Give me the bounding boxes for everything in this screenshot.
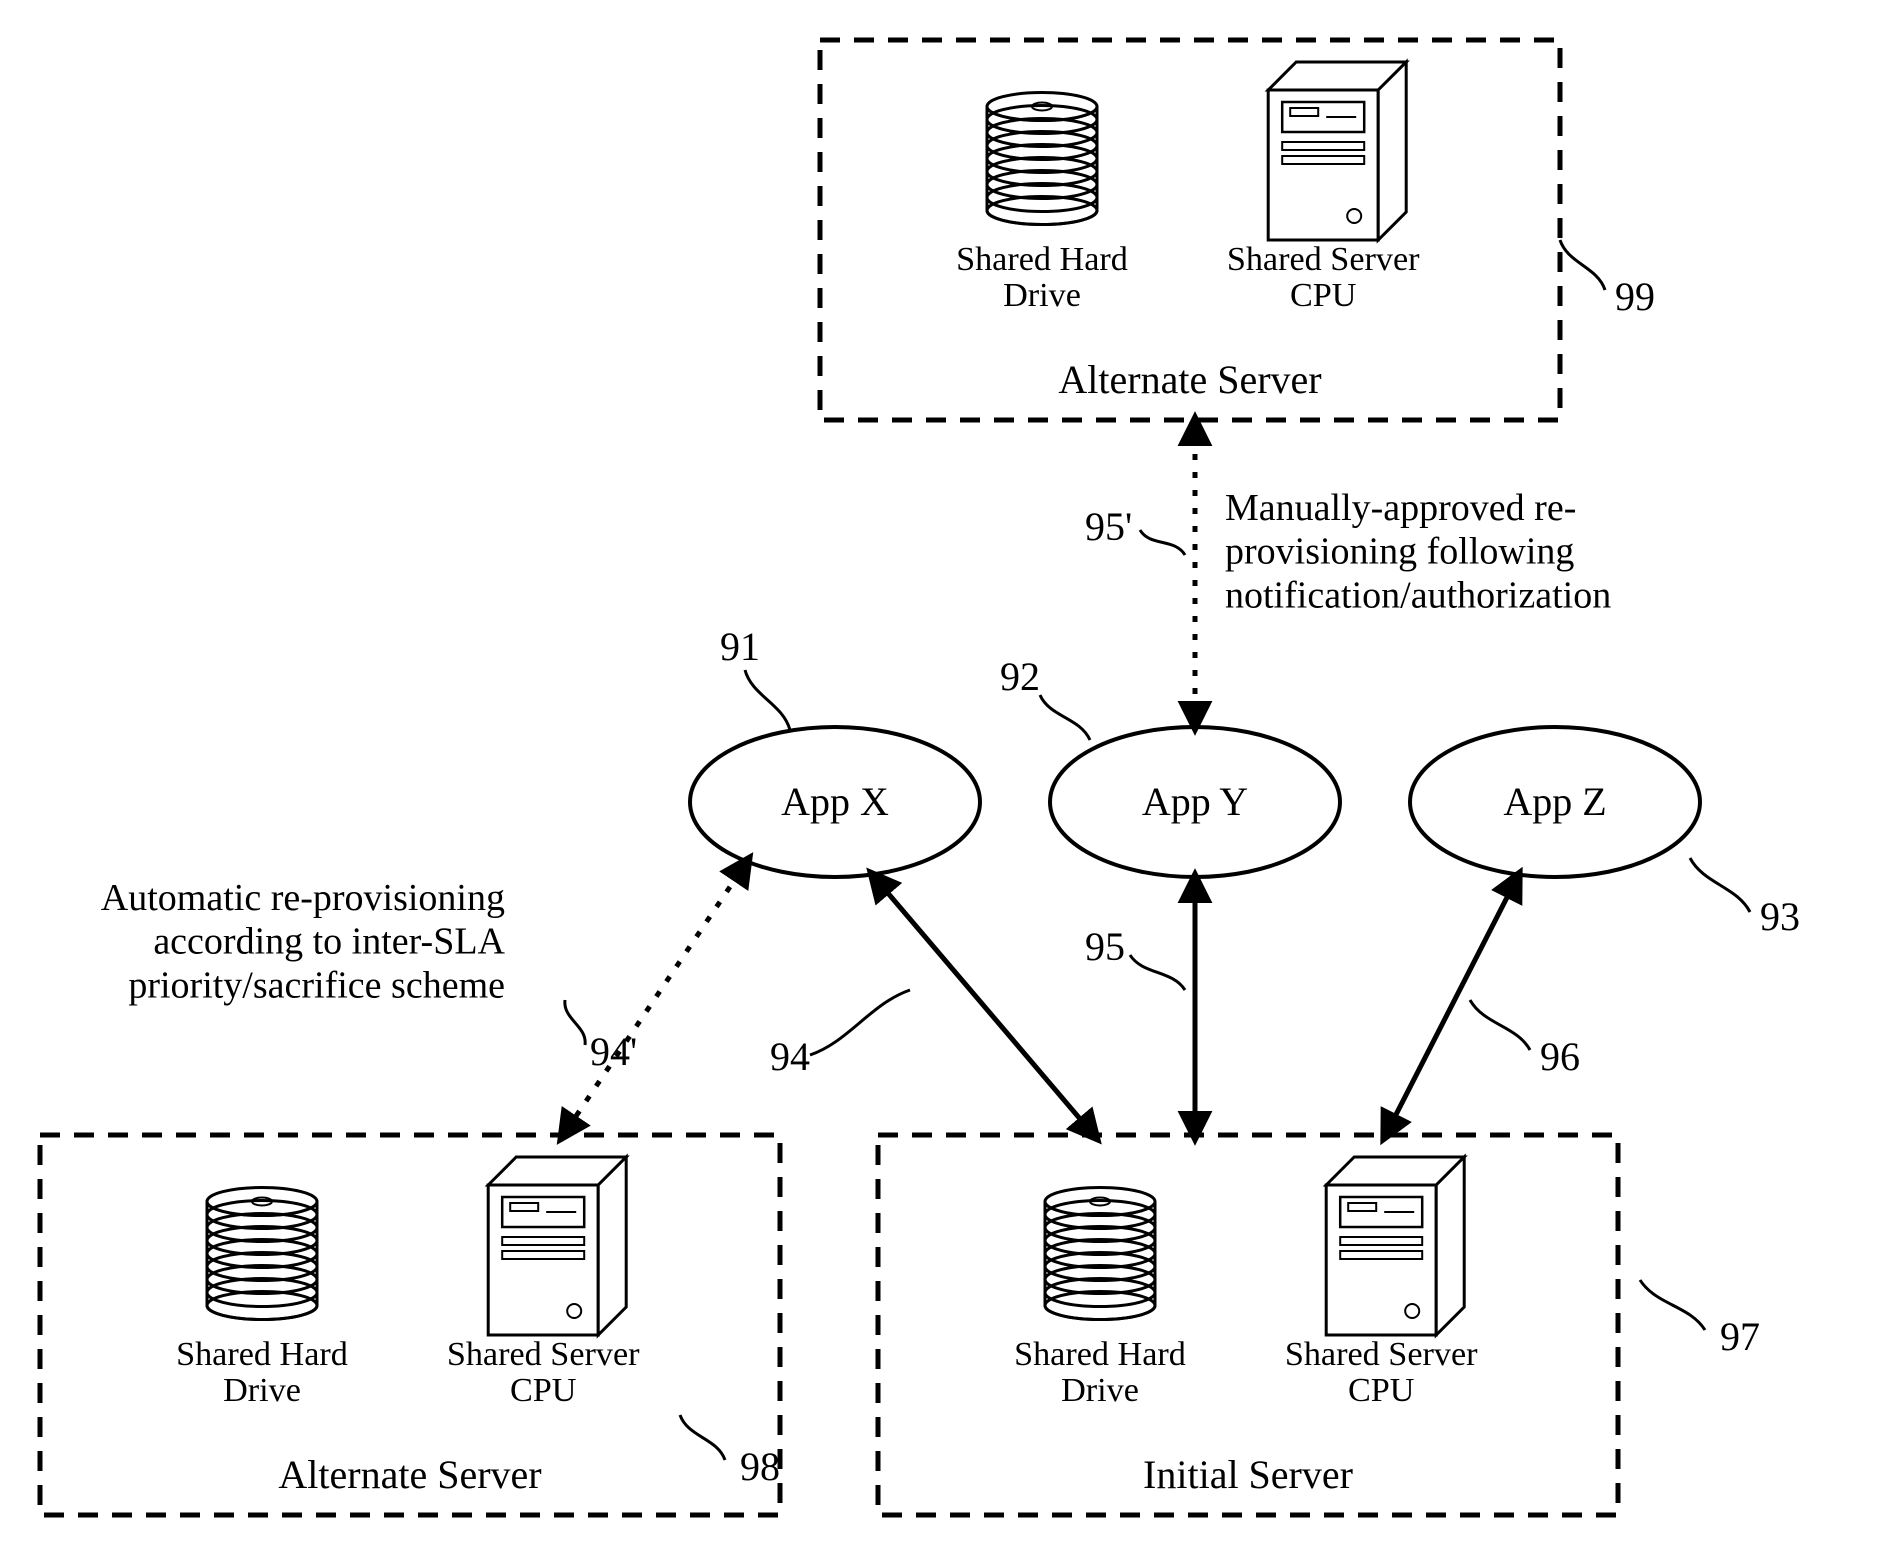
svg-text:Drive: Drive <box>1061 1372 1139 1409</box>
annotation-left: priority/sacrifice scheme <box>128 964 505 1006</box>
ref-95p: 95' <box>1085 504 1132 549</box>
svg-text:CPU: CPU <box>510 1372 577 1409</box>
server-box-left: Shared HardDrive Shared ServerCPU Alternat… <box>40 1135 780 1515</box>
leader-squiggle <box>565 1000 585 1045</box>
hd-label: Shared Hard <box>176 1336 348 1373</box>
server-icon <box>1268 62 1406 240</box>
server-icon <box>488 1157 626 1335</box>
ref-98: 98 <box>740 1444 780 1489</box>
cpu-label: Shared Server <box>447 1336 640 1373</box>
ref-93: 93 <box>1760 894 1800 939</box>
harddrive-icon <box>207 1188 317 1320</box>
ref-99: 99 <box>1615 274 1655 319</box>
leader-squiggle <box>1470 1000 1530 1050</box>
annotation-right: provisioning following <box>1225 531 1574 573</box>
server-title: Alternate Server <box>1058 357 1321 402</box>
leader-squiggle <box>1040 695 1090 740</box>
annotation-right: Manually-approved re- <box>1225 487 1576 529</box>
ref-94p: 94' <box>590 1029 637 1074</box>
ref-97: 97 <box>1720 1314 1760 1359</box>
leader-squiggle <box>1140 530 1185 555</box>
leader-squiggle <box>1130 955 1185 990</box>
leader-squiggle <box>1640 1280 1705 1330</box>
svg-text:CPU: CPU <box>1290 277 1357 314</box>
ellipse-label-appY: App Y <box>1142 779 1248 824</box>
arrow-94 <box>870 872 1098 1140</box>
svg-text:Drive: Drive <box>1003 277 1081 314</box>
annotation-left: Automatic re-provisioning <box>101 877 505 919</box>
server-box-top: Shared HardDrive Shared ServerCPU Alternat… <box>820 40 1560 420</box>
server-icon <box>1326 1157 1464 1335</box>
hd-label: Shared Hard <box>1014 1336 1186 1373</box>
leader-squiggle <box>1690 858 1750 912</box>
leader-squiggle <box>680 1415 725 1460</box>
leader-squiggle <box>1560 240 1605 290</box>
cpu-label: Shared Server <box>1227 241 1420 278</box>
harddrive-icon <box>987 93 1097 225</box>
ref-92: 92 <box>1000 654 1040 699</box>
leader-squiggle <box>810 990 910 1055</box>
server-title: Alternate Server <box>278 1452 541 1497</box>
server-title: Initial Server <box>1143 1452 1353 1497</box>
cpu-label: Shared Server <box>1285 1336 1478 1373</box>
ref-91: 91 <box>720 624 760 669</box>
harddrive-icon <box>1045 1188 1155 1320</box>
hd-label: Shared Hard <box>956 241 1128 278</box>
ref-95: 95 <box>1085 924 1125 969</box>
leader-squiggle <box>745 670 790 730</box>
annotation-right: notification/authorization <box>1225 574 1611 616</box>
arrow-94p <box>560 857 750 1140</box>
ref-94: 94 <box>770 1034 810 1079</box>
svg-text:Drive: Drive <box>223 1372 301 1409</box>
ellipse-label-appX: App X <box>781 779 889 824</box>
arrow-96 <box>1383 872 1520 1140</box>
server-box-right: Shared HardDrive Shared ServerCPU Initial … <box>878 1135 1618 1515</box>
svg-text:CPU: CPU <box>1348 1372 1415 1409</box>
ellipse-label-appZ: App Z <box>1503 779 1606 824</box>
ref-96: 96 <box>1540 1034 1580 1079</box>
annotation-left: according to inter-SLA <box>153 921 505 963</box>
